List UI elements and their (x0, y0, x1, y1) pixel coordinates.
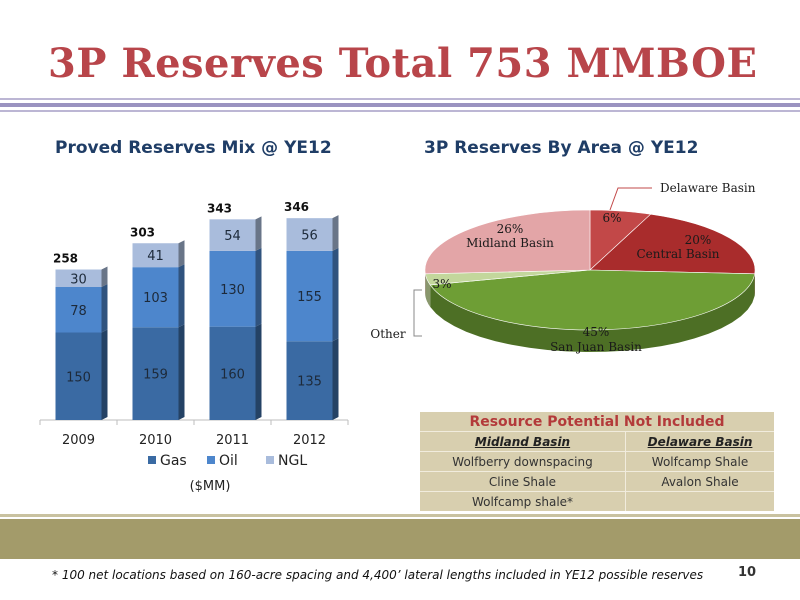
resource-table-header-midland: Midland Basin (420, 431, 626, 452)
resource-table-cell: Wolfcamp Shale (625, 451, 774, 472)
bar-chart-title: Proved Reserves Mix @ YE12 (55, 138, 332, 158)
proved-reserves-bar-chart: 150 78 30 258 2009 159 103 41 303 2010 160 130 54 343… (39, 200, 349, 494)
resource-table-cell: Wolfcamp shale* (420, 491, 626, 511)
legend-label-oil: Oil (219, 453, 238, 469)
pie-chart-title: 3P Reserves By Area @ YE12 (424, 138, 699, 158)
bar-gas (209, 326, 256, 420)
x-tick-label: 2009 (62, 433, 95, 448)
bar-data-label: 56 (301, 229, 318, 244)
bar-side (178, 324, 185, 420)
bar-side (332, 338, 339, 420)
pie-slice-central-basin (589, 213, 756, 275)
pie-category-label: San Juan Basin (550, 340, 642, 354)
pie-slice-side (430, 273, 755, 352)
leader-line (609, 187, 652, 211)
bar-gas (286, 341, 333, 420)
bar-data-label: 103 (143, 291, 168, 306)
bar-oil (286, 250, 333, 342)
legend-swatch-gas (148, 456, 156, 464)
x-tick-label: 2010 (139, 433, 172, 448)
bar-data-label: 159 (143, 368, 168, 383)
bar-side (101, 284, 108, 333)
page-number: 10 (738, 565, 757, 580)
unit-label: ($MM) (190, 479, 231, 494)
bar-total-label: 343 (207, 201, 232, 215)
legend-swatch-ngl (266, 456, 274, 464)
resource-table-title: Resource Potential Not Included (469, 413, 725, 430)
pie-data-label: 3% (432, 277, 451, 291)
bar-ngl (132, 243, 179, 268)
bar-ngl (286, 218, 333, 251)
resource-potential-table: Resource Potential Not Included Midland … (420, 412, 774, 511)
title-rule-bottom (0, 110, 800, 112)
x-tick-label: 2011 (216, 433, 249, 448)
pie-data-label: 45% (583, 325, 610, 339)
pie-category-label: Other (370, 327, 405, 341)
pie-slice-midland-basin (424, 209, 591, 275)
bar-side (101, 266, 108, 287)
bar-oil (55, 287, 102, 333)
bar-side (178, 240, 185, 268)
bar-total-label: 258 (53, 252, 78, 266)
resource-table-cell: Wolfberry downspacing (420, 451, 626, 472)
bar-total-label: 346 (284, 200, 309, 214)
pie-category-label: Delaware Basin (660, 181, 756, 195)
bar-data-label: 130 (220, 283, 245, 298)
bar-data-label: 160 (220, 367, 245, 382)
bar-total-label: 303 (130, 225, 155, 239)
pie-category-label: Central Basin (636, 247, 719, 261)
bar-data-label: 41 (147, 249, 164, 264)
title-rule-top (0, 98, 800, 100)
bar-data-label: 30 (70, 272, 87, 287)
legend-label-ngl: NGL (278, 453, 307, 469)
resource-table-cell: Cline Shale (420, 471, 626, 492)
bar-side (255, 247, 262, 327)
resource-table-cell: Avalon Shale (625, 471, 774, 492)
pie-data-label: 26% (497, 222, 524, 236)
bar-oil (209, 250, 256, 327)
bar-data-label: 78 (70, 304, 87, 319)
slide-title: 3P Reserves Total 753 MMBOE (48, 40, 758, 87)
pie-slice-san-juan-basin (429, 269, 756, 331)
legend-label-gas: Gas (160, 453, 187, 469)
pie-category-label: Midland Basin (466, 236, 554, 250)
resource-table-header-delaware: Delaware Basin (625, 431, 774, 452)
title-rule-main (0, 103, 800, 107)
legend-swatch-oil (207, 456, 215, 464)
pie-data-label: 20% (685, 233, 712, 247)
bar-gas (132, 327, 179, 420)
bar-ngl (55, 269, 102, 287)
bar-side (255, 323, 262, 420)
reserves-by-area-pie-chart: 6% Delaware Basin 20%Central Basin 45%San J… (370, 181, 756, 354)
bar-gas (55, 332, 102, 420)
bar-side (255, 216, 262, 251)
bar-data-label: 54 (224, 229, 241, 244)
footer-accent-line (0, 514, 800, 517)
footer-band (0, 519, 800, 559)
footnote: * 100 net locations based on 160-acre sp… (52, 568, 704, 582)
bar-data-label: 135 (297, 375, 322, 390)
bar-side (178, 264, 185, 328)
bar-data-label: 150 (66, 370, 91, 385)
bar-oil (132, 267, 179, 328)
pie-data-label: 6% (602, 211, 621, 225)
bar-side (101, 329, 108, 420)
bar-data-label: 155 (297, 290, 322, 305)
bar-side (332, 247, 339, 342)
bar-side (332, 215, 339, 251)
x-tick-label: 2012 (293, 433, 326, 448)
bar-ngl (209, 219, 256, 251)
pie-slice-side (425, 273, 431, 307)
leader-line (413, 289, 422, 337)
resource-table-cell (625, 491, 774, 511)
